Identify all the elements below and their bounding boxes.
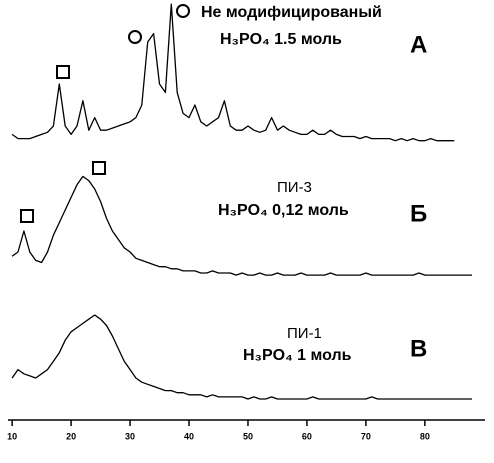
square-marker — [20, 209, 34, 223]
square-marker — [56, 65, 70, 79]
markers — [20, 4, 190, 223]
annotation: Не модифицированый — [201, 4, 382, 21]
circle-marker — [128, 30, 142, 44]
xrd-trace — [11, 314, 472, 400]
xrd-trace — [11, 175, 472, 276]
x-tick-label: 20 — [66, 431, 76, 441]
x-tick-label: 50 — [243, 431, 253, 441]
square-marker — [92, 161, 106, 175]
annotation: ПИ-3 — [277, 179, 312, 196]
annotation: H₃PO₄ 1.5 моль — [220, 31, 342, 48]
circle-marker — [176, 4, 190, 18]
annotation: В — [410, 335, 427, 362]
x-tick-label: 60 — [302, 431, 312, 441]
annotation: H₃PO₄ 0,12 моль — [218, 202, 349, 219]
x-tick-label: 30 — [125, 431, 135, 441]
annotation: А — [410, 31, 427, 58]
x-tick-label: 10 — [7, 431, 17, 441]
annotation: ПИ-1 — [287, 325, 322, 342]
xrd-trace — [11, 3, 455, 142]
x-tick-label: 80 — [420, 431, 430, 441]
x-tick-label: 40 — [184, 431, 194, 441]
x-tick-label: 70 — [361, 431, 371, 441]
annotation: Б — [410, 200, 427, 227]
annotation: H₃PO₄ 1 моль — [243, 347, 352, 364]
